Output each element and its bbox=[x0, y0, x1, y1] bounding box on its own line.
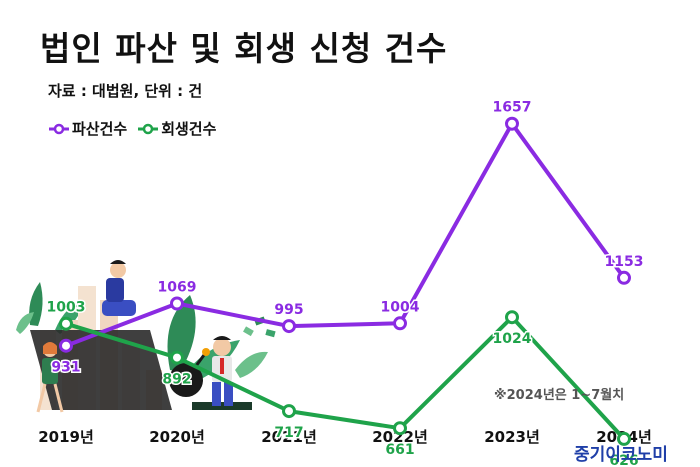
data-point-bankruptcy bbox=[282, 319, 296, 334]
x-tick-label: 2021년 bbox=[261, 428, 317, 446]
data-point-rehabilitation bbox=[282, 404, 296, 419]
source-line: 자료 : 대법원, 단위 : 건 bbox=[48, 82, 203, 100]
data-label-rehabilitation: 1003 bbox=[47, 300, 86, 316]
legend-label-rehabilitation: 회생건수 bbox=[161, 120, 217, 138]
data-label-bankruptcy: 995 bbox=[274, 302, 303, 318]
legend: 파산건수 회생건수 bbox=[48, 118, 216, 139]
brand-logo: 중기이코노미 bbox=[574, 445, 668, 465]
data-point-rehabilitation bbox=[393, 421, 407, 436]
data-point-bankruptcy bbox=[393, 316, 407, 331]
legend-item-bankruptcy: 파산건수 bbox=[48, 118, 127, 139]
x-tick-label: 2022년 bbox=[372, 428, 428, 446]
data-point-rehabilitation bbox=[170, 350, 184, 365]
data-label-rehabilitation: 626 bbox=[609, 453, 638, 467]
data-point-bankruptcy bbox=[170, 296, 184, 311]
x-tick-label: 2023년 bbox=[484, 428, 540, 446]
footnote: ※2024년은 1~7월치 bbox=[494, 388, 625, 403]
data-label-bankruptcy: 1153 bbox=[605, 254, 644, 270]
data-label-bankruptcy: 1069 bbox=[158, 280, 197, 296]
data-label-rehabilitation: 892 bbox=[162, 372, 191, 388]
data-label-bankruptcy: 1657 bbox=[493, 100, 532, 116]
data-label-rehabilitation: 661 bbox=[385, 442, 414, 458]
legend-swatch-rehabilitation bbox=[138, 123, 159, 134]
x-tick-label: 2019년 bbox=[38, 428, 94, 446]
legend-label-bankruptcy: 파산건수 bbox=[72, 120, 128, 138]
data-point-rehabilitation bbox=[59, 316, 73, 331]
data-point-bankruptcy bbox=[59, 338, 73, 353]
chart-title: 법인 파산 및 회생 신청 건수 bbox=[40, 29, 448, 68]
data-point-bankruptcy bbox=[617, 270, 631, 285]
data-label-bankruptcy: 1004 bbox=[381, 299, 420, 315]
data-label-bankruptcy: 931 bbox=[51, 360, 80, 376]
data-label-rehabilitation: 1024 bbox=[493, 331, 532, 347]
x-axis: 2019년2020년2021년2022년2023년2024년 bbox=[38, 428, 652, 446]
data-point-rehabilitation bbox=[505, 310, 519, 325]
series-layer: 931 1069 995 1004 1657 1153 1003 892 717 661 1024 6… bbox=[45, 98, 645, 467]
data-point-rehabilitation bbox=[617, 431, 631, 446]
data-point-bankruptcy bbox=[505, 116, 519, 131]
x-tick-label: 2020년 bbox=[149, 428, 205, 446]
series-line-rehabilitation bbox=[65, 315, 626, 441]
business-stress-illustration bbox=[16, 260, 276, 413]
series-line-bankruptcy bbox=[65, 121, 626, 348]
legend-swatch-bankruptcy bbox=[49, 123, 69, 134]
data-label-rehabilitation: 717 bbox=[274, 425, 303, 441]
legend-item-rehabilitation: 회생건수 bbox=[137, 118, 216, 139]
